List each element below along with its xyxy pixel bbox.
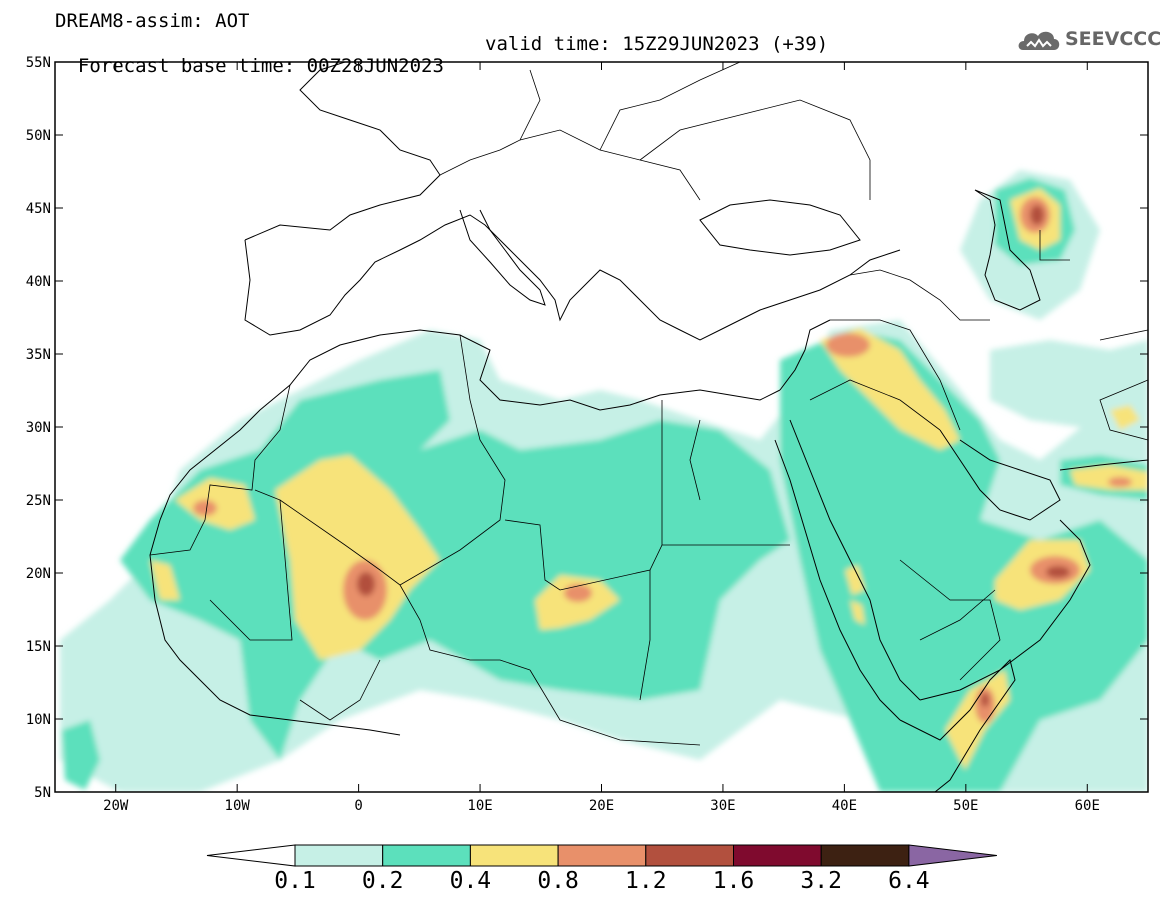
colorbar-level-label: 0.8 [537, 868, 579, 894]
lat-tick-label: 40N [26, 274, 51, 290]
lon-tick-label: 0 [354, 798, 362, 814]
latitude-axis: 55N 50N 45N 40N 35N 30N 25N 20N 15N 10N 5N [26, 55, 1148, 801]
cloud-logo-icon [1018, 31, 1060, 50]
lon-tick-label: 30E [710, 798, 735, 814]
lon-tick-label: 10E [467, 798, 492, 814]
colorbar-level-label: 0.4 [449, 868, 492, 894]
forecast-base-time: Forecast base time: 00Z28JUN2023 valid t… [55, 33, 828, 99]
colorbar-low-triangle [206, 844, 296, 867]
aot-band-1-2 [357, 205, 1070, 707]
colorbar-swatch [294, 844, 384, 867]
lon-tick-label: 20W [103, 798, 129, 814]
lat-tick-label: 35N [26, 347, 51, 363]
longitude-axis: 20W 10W 0 10E 20E 30E 40E 50E 60E [103, 62, 1100, 814]
colorbar-swatch [733, 844, 822, 867]
colorbar-level-label: 1.6 [712, 868, 755, 894]
lat-tick-label: 45N [26, 201, 51, 217]
colorbar-swatch [382, 844, 471, 867]
country-borders [149, 62, 1148, 746]
logo-text: SEEVCCC [1065, 28, 1162, 50]
lat-tick-label: 5N [34, 785, 51, 801]
lat-tick-label: 15N [26, 639, 51, 655]
lat-tick-label: 25N [26, 493, 51, 509]
colorbar-swatch [645, 844, 734, 867]
lat-tick-label: 10N [26, 712, 51, 728]
colorbar-swatch [469, 844, 559, 867]
lat-tick-label: 30N [26, 420, 51, 436]
colorbar-level-label: 3.2 [800, 868, 842, 894]
colorbar-level-label: 0.1 [274, 868, 316, 894]
colorbar-level-label: 6.4 [888, 868, 930, 894]
lon-tick-label: 50E [953, 798, 978, 814]
colorbar-swatch [820, 844, 910, 867]
aot-field [60, 170, 1148, 792]
colorbar [206, 844, 997, 867]
valid-time-label: valid time: 15Z29JUN2023 (+39) [485, 33, 829, 55]
coastlines [149, 62, 1148, 792]
map-title: DREAM8-assim: AOT [55, 10, 250, 32]
colorbar-level-label: 0.2 [361, 868, 404, 894]
colorbar-level-label: 1.2 [625, 868, 667, 894]
aot-band-0-2 [62, 178, 1148, 792]
lon-tick-label: 20E [589, 798, 614, 814]
colorbar-swatch [557, 844, 647, 867]
lat-tick-label: 55N [26, 55, 51, 71]
lon-tick-label: 60E [1075, 798, 1100, 814]
lat-tick-label: 20N [26, 566, 51, 582]
colorbar-high-triangle [908, 844, 997, 867]
lon-tick-label: 40E [832, 798, 857, 814]
lon-tick-label: 10W [225, 798, 251, 814]
base-time-label: Forecast base time: 00Z28JUN2023 [77, 55, 444, 77]
lat-tick-label: 50N [26, 128, 51, 144]
seevccc-logo: SEEVCCC [1015, 24, 1161, 56]
